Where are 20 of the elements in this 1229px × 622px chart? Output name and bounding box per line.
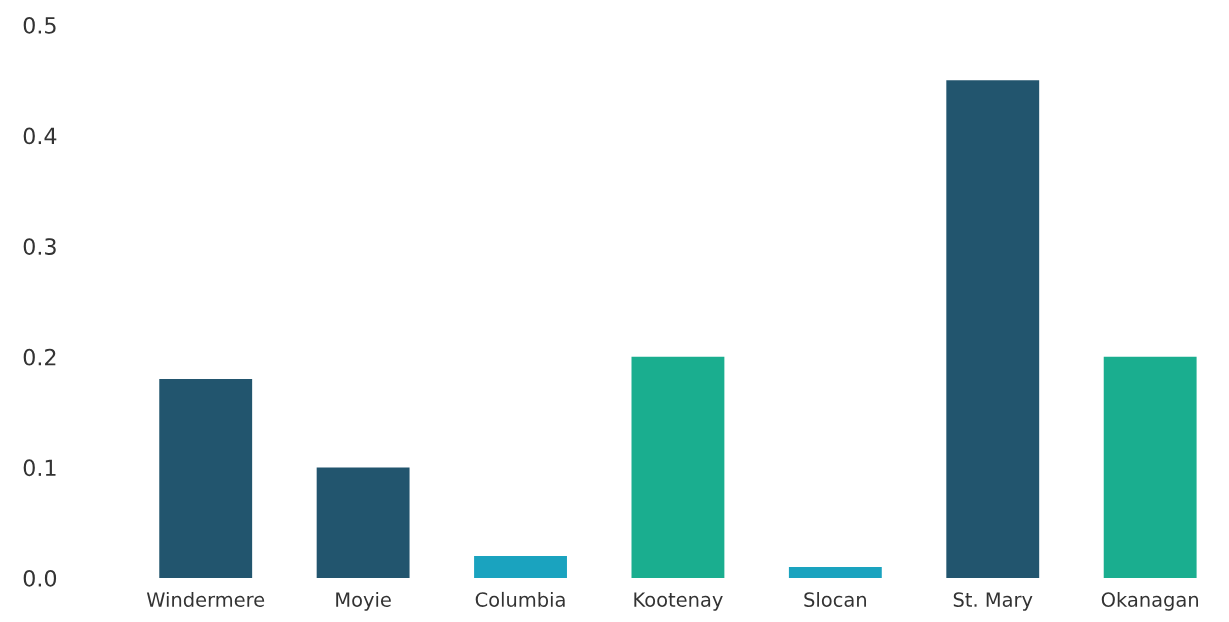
x-tick-label: Kootenay [634,592,723,611]
y-tick-label: 0.2 [23,348,56,366]
x-tick-label: Slocan [804,591,866,607]
x-tick-label: St. Mary [953,592,1033,611]
x-tick-label: Okanagan [1101,591,1198,611]
bar [159,378,253,578]
x-tick-label: Moyie [336,591,391,611]
bar [316,467,410,578]
bar [946,80,1040,578]
y-tick-label: 0.1 [23,459,56,477]
y-tick-label: 0.3 [23,238,56,255]
y-tick-label: 0.4 [23,127,57,145]
y-tick-label: 0.0 [23,569,57,587]
bar [788,566,882,578]
bar [631,356,725,578]
bar [1103,356,1197,578]
x-tick-label: Windermere [146,591,265,607]
y-tick-label: 0.5 [23,16,56,34]
x-tick-label: Columbia [475,591,565,607]
bar [474,555,567,578]
